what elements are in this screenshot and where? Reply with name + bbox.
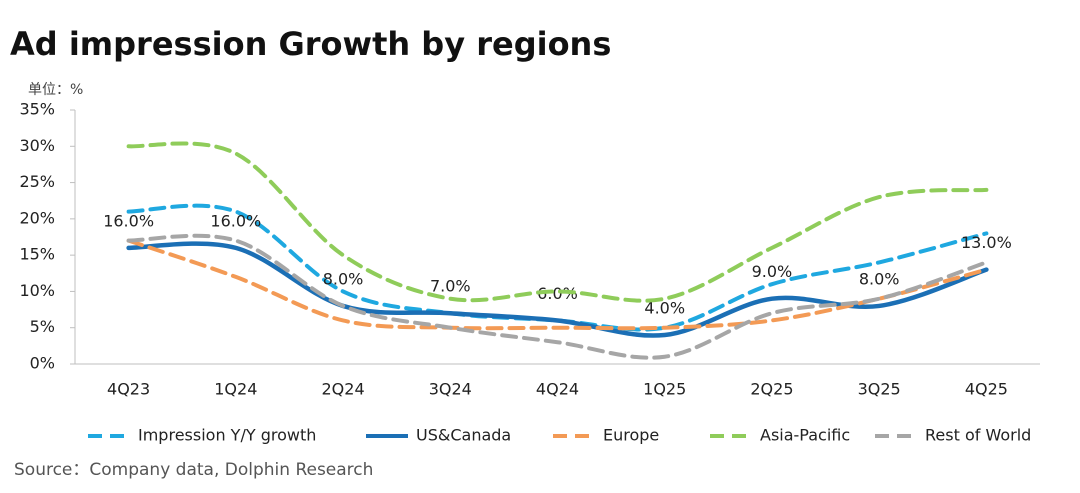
- y-tick-label: 0%: [30, 354, 55, 373]
- y-tick-label: 20%: [19, 208, 55, 227]
- x-tick-label: 1Q24: [214, 380, 257, 399]
- y-tick-label: 10%: [19, 281, 55, 300]
- x-tick-label: 2Q25: [750, 380, 793, 399]
- chart-title: Ad impression Growth by regions: [10, 25, 611, 63]
- x-tick-label: 4Q23: [107, 380, 150, 399]
- data-label: 16.0%: [103, 211, 154, 230]
- x-tick-label: 4Q25: [965, 380, 1008, 399]
- unit-label: 单位：%: [28, 82, 83, 98]
- series-line: [126, 203, 989, 332]
- data-label: 9.0%: [752, 262, 793, 281]
- data-label: 6.0%: [537, 284, 578, 303]
- x-tick-label: 1Q25: [643, 380, 686, 399]
- data-label: 8.0%: [859, 269, 900, 288]
- y-tick-label: 35%: [19, 100, 55, 119]
- y-tick-label: 30%: [19, 136, 55, 155]
- data-label: 16.0%: [210, 211, 261, 230]
- x-tick-label: 3Q25: [858, 380, 901, 399]
- x-tick-label: 3Q24: [429, 380, 472, 399]
- x-tick-label: 4Q24: [536, 380, 579, 399]
- data-label: 7.0%: [430, 277, 471, 296]
- legend-label: Europe: [603, 426, 659, 445]
- legend-label: Asia-Pacific: [760, 426, 850, 445]
- y-tick-label: 15%: [19, 245, 55, 264]
- data-label: 4.0%: [644, 298, 685, 317]
- y-tick-label: 5%: [30, 317, 55, 336]
- x-tick-label: 2Q24: [321, 380, 364, 399]
- series-line: [126, 141, 989, 303]
- legend-label: Rest of World: [925, 426, 1031, 445]
- y-tick-label: 25%: [19, 172, 55, 191]
- legend-label: Impression Y/Y growth: [138, 426, 316, 445]
- series-line: [126, 238, 989, 331]
- series-line: [126, 233, 989, 360]
- source-note: Source：Company data, Dolphin Research: [14, 460, 373, 480]
- data-label: 13.0%: [961, 233, 1012, 252]
- data-label: 8.0%: [323, 269, 364, 288]
- legend-label: US&Canada: [416, 426, 511, 445]
